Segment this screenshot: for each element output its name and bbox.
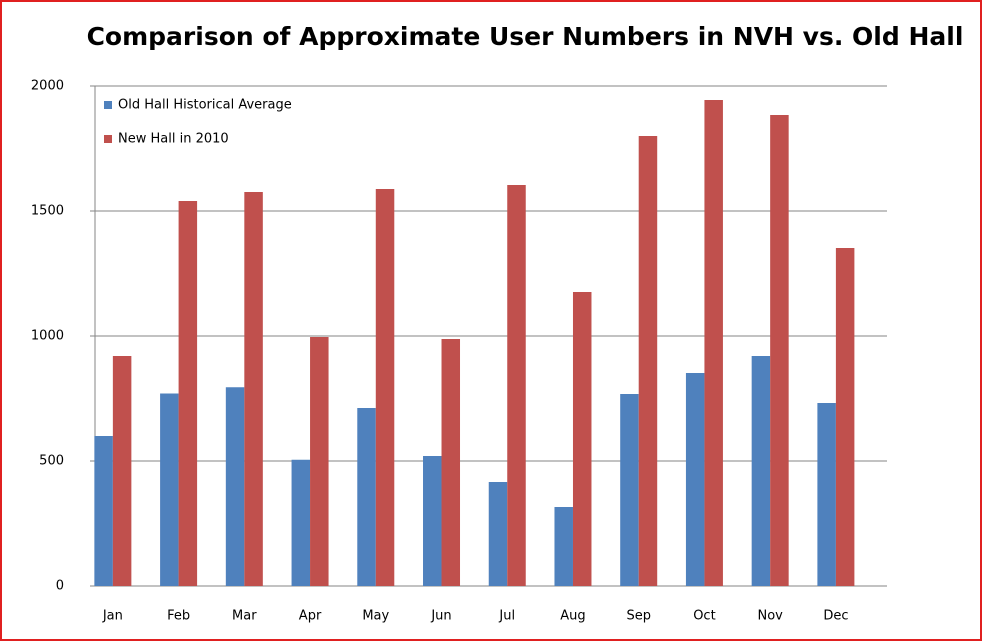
bar xyxy=(554,507,573,586)
bar xyxy=(507,185,526,586)
x-tick-label: Jul xyxy=(498,609,515,624)
legend-swatch xyxy=(104,101,112,109)
bar xyxy=(357,408,376,586)
x-tick-label: Jan xyxy=(102,609,123,624)
bar xyxy=(620,394,639,586)
x-tick-label: May xyxy=(362,609,389,624)
x-tick-label: Jun xyxy=(430,609,451,624)
y-tick-label: 0 xyxy=(56,579,64,594)
legend-label: Old Hall Historical Average xyxy=(118,98,292,113)
x-tick-label: Sep xyxy=(626,609,651,624)
bar xyxy=(310,337,329,586)
bar xyxy=(178,201,198,586)
y-tick-label: 2000 xyxy=(31,79,64,94)
bar xyxy=(685,373,705,586)
bar xyxy=(423,456,442,586)
chart-title: Comparison of Approximate User Numbers i… xyxy=(87,22,964,51)
legend-swatch xyxy=(104,135,112,143)
bar xyxy=(751,356,771,586)
y-tick-label: 1500 xyxy=(31,204,64,219)
bar xyxy=(112,356,132,586)
legend-label: New Hall in 2010 xyxy=(118,132,229,147)
bar xyxy=(817,403,836,586)
bar xyxy=(94,436,113,586)
y-tick-label: 500 xyxy=(39,454,64,469)
bar xyxy=(225,387,245,586)
x-tick-label: Aug xyxy=(560,609,585,624)
bar xyxy=(375,189,395,586)
x-tick-label: Mar xyxy=(232,609,257,624)
bar xyxy=(638,136,658,586)
x-tick-label: Dec xyxy=(823,609,848,624)
x-tick-label: Nov xyxy=(757,609,783,624)
y-tick-label: 1000 xyxy=(31,329,64,344)
bar xyxy=(488,482,508,586)
x-tick-label: Apr xyxy=(299,609,322,624)
x-tick-label: Oct xyxy=(693,609,715,624)
bar xyxy=(704,100,723,586)
bar xyxy=(244,192,263,586)
bar xyxy=(291,459,311,586)
x-tick-label: Feb xyxy=(167,609,190,624)
bar xyxy=(770,115,789,586)
bar xyxy=(441,339,461,586)
bar xyxy=(160,393,179,586)
bar xyxy=(835,248,855,586)
bar xyxy=(572,292,592,586)
